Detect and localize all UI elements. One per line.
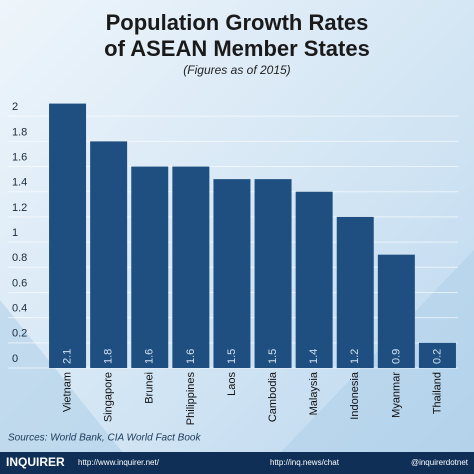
x-tick-label: Malaysia <box>308 371 320 415</box>
y-tick-label: 0 <box>12 353 18 365</box>
bar <box>213 179 251 368</box>
bar <box>254 179 292 368</box>
y-tick-label: 1.8 <box>12 126 27 138</box>
footer-brand: INQUIRER <box>6 455 65 469</box>
y-tick-label: 0.6 <box>12 277 27 289</box>
bar <box>295 191 333 368</box>
footer-bar <box>0 452 474 474</box>
y-tick-label: 1.2 <box>12 202 27 214</box>
source: Sources: World Bank, CIA World Fact Book <box>8 433 201 444</box>
value-label: 2.1 <box>61 349 73 364</box>
y-tick-label: 0.4 <box>12 303 27 315</box>
x-tick-label: Philippines <box>185 372 197 426</box>
bar <box>49 103 87 368</box>
y-tick-label: 0.2 <box>12 328 27 340</box>
footer-chat: http://inq.news/chat <box>270 458 340 467</box>
chart-title: Population Growth Rates <box>106 10 369 35</box>
value-label: 1.6 <box>185 349 197 364</box>
bar <box>131 166 169 368</box>
footer-handle: @inquirerdotnet <box>411 458 469 467</box>
x-tick-label: Myanmar <box>390 372 402 418</box>
y-tick-label: 1 <box>12 227 18 239</box>
x-tick-label: Vietnam <box>61 372 73 412</box>
value-label: 0.2 <box>431 349 443 364</box>
y-tick-label: 0.8 <box>12 252 27 264</box>
value-label: 1.2 <box>349 349 361 364</box>
y-tick-label: 2 <box>12 101 18 113</box>
chart-subtitle: (Figures as of 2015) <box>183 63 290 77</box>
chart-title: of ASEAN Member States <box>104 36 370 61</box>
x-tick-label: Thailand <box>431 372 443 414</box>
footer-site: http://www.inquirer.net/ <box>78 458 160 467</box>
value-label: 1.5 <box>267 349 279 364</box>
bar <box>377 254 415 368</box>
x-tick-label: Laos <box>226 372 238 396</box>
bar <box>90 141 128 368</box>
value-label: 1.6 <box>144 349 156 364</box>
x-tick-label: Singapore <box>103 372 115 422</box>
x-tick-label: Indonesia <box>349 371 361 420</box>
y-tick-label: 1.6 <box>12 151 27 163</box>
value-label: 0.9 <box>390 349 402 364</box>
bar <box>336 216 374 368</box>
bg-shape <box>0 300 140 474</box>
x-tick-label: Brunei <box>144 372 156 404</box>
y-tick-label: 1.4 <box>12 177 27 189</box>
value-label: 1.4 <box>308 349 320 364</box>
value-label: 1.5 <box>226 349 238 364</box>
x-tick-label: Cambodia <box>267 371 279 422</box>
bar <box>418 342 456 368</box>
bar <box>172 166 210 368</box>
value-label: 1.8 <box>103 349 115 364</box>
